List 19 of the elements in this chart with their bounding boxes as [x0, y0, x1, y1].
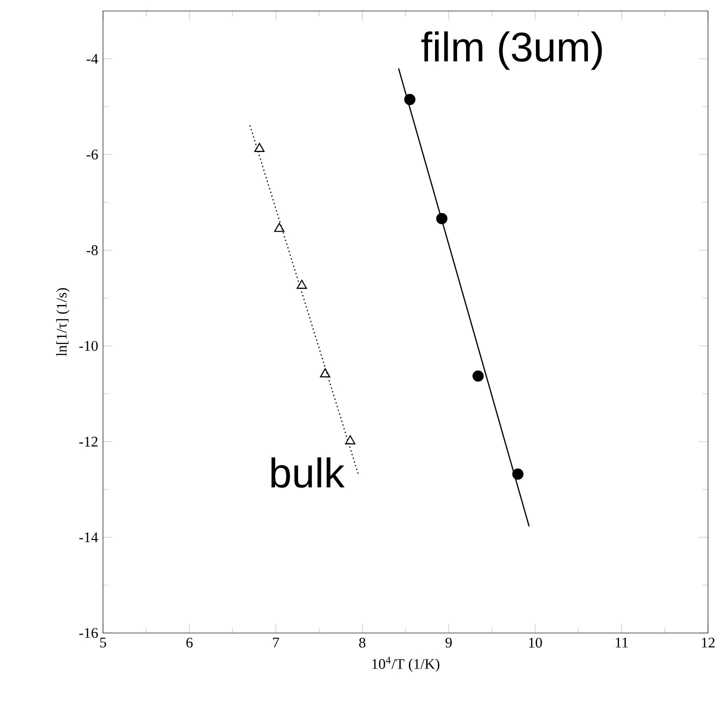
y-tick-label: -8 — [86, 245, 98, 256]
series-label: film (3um) — [421, 31, 602, 70]
x-tick-label: 10 — [529, 638, 542, 648]
y-axis-title: ln[1/τ] (1/s) — [56, 288, 70, 356]
y-tick-label: -12 — [79, 436, 98, 446]
y-tick-label: -14 — [79, 532, 98, 542]
y-tick-label: -6 — [86, 150, 98, 160]
y-tick-label: -4 — [86, 54, 98, 64]
x-tick-label: 8 — [359, 638, 366, 648]
x-tick-label: 7 — [273, 638, 280, 648]
x-tick-label: 5 — [100, 638, 106, 648]
series-label: bulk — [271, 457, 345, 488]
x-tick-label: 9 — [446, 638, 452, 648]
y-tick-label: -16 — [79, 628, 98, 638]
x-tick-label: 11 — [616, 638, 628, 648]
x-axis-title: 10$^{4}$/T (1/K) — [372, 656, 440, 672]
x-tick-label: 12 — [702, 638, 715, 648]
y-tick-label: -10 — [79, 340, 98, 351]
x-tick-label: 6 — [186, 638, 193, 648]
